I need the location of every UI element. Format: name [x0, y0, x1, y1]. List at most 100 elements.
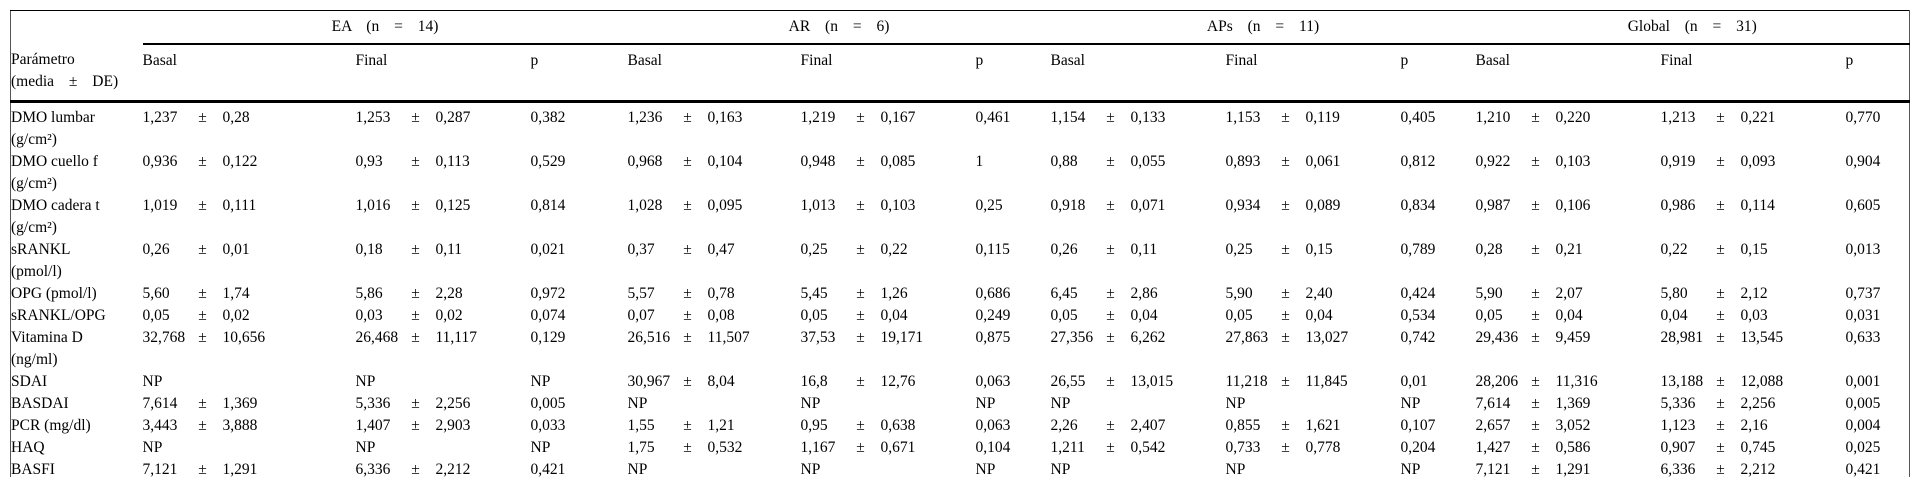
row-param: DMO lumbar (g/cm²) — [11, 102, 143, 152]
cell-final: 16,8 ±12,76 — [800, 373, 916, 390]
cell-final: 0,03 ±0,02 — [355, 307, 463, 324]
cell-basal: NP — [627, 461, 648, 477]
cell-p: 0,013 — [1845, 241, 1881, 258]
cell-final: 0,934 ±0,089 — [1225, 197, 1341, 214]
cell-final: 11,218 ±11,845 — [1225, 373, 1348, 390]
param-name: Vitamina D — [11, 329, 83, 346]
param-header-line2: (media ± DE) — [11, 73, 119, 90]
cell-final: 0,907 ±0,745 — [1660, 439, 1776, 456]
cell-basal: 1,210 ±0,220 — [1475, 109, 1591, 126]
param-name: HAQ — [11, 439, 45, 456]
cell-final: 5,86 ±2,28 — [355, 285, 463, 302]
cell-p: 0,424 — [1400, 285, 1436, 302]
cell-final: 1,016 ±0,125 — [355, 197, 471, 214]
cell-basal: NP — [1050, 395, 1071, 412]
cell-final: 0,93 ±0,113 — [355, 153, 470, 170]
cell-p: 0,770 — [1845, 109, 1881, 126]
param-name: sRANKL/OPG — [11, 307, 106, 324]
table-row: DMO cadera t (g/cm²) 1,019 ±0,111 1,016 ±0,12… — [11, 195, 1910, 239]
cell-p: 0,421 — [1845, 461, 1881, 477]
cell-final: 0,25 ±0,15 — [1225, 241, 1333, 258]
table-body: DMO lumbar (g/cm²) 1,237 ±0,28 1,253 ±0,287 0,… — [11, 102, 1910, 477]
cell-p: 0,789 — [1400, 241, 1436, 258]
cell-p: 0,812 — [1400, 153, 1436, 170]
cell-basal: 6,45 ±2,86 — [1050, 285, 1158, 302]
cell-basal: 30,967 ±8,04 — [627, 373, 735, 390]
group-header-ea: EA (n = 14) — [142, 10, 628, 45]
cell-final: 0,893 ±0,061 — [1225, 153, 1341, 170]
cell-basal: 1,55 ±1,21 — [627, 417, 735, 434]
col-header-p-global: p — [1845, 44, 1910, 103]
cell-final: NP — [1225, 395, 1246, 412]
col-header-p-ar: p — [975, 44, 1051, 103]
cell-final: 0,733 ±0,778 — [1225, 439, 1341, 456]
results-table: EA (n = 14) AR (n = 6) APs (n = 11) Glob… — [10, 10, 1911, 477]
cell-p: 0,461 — [975, 109, 1011, 126]
table-row: sRANKL/OPG 0,05 ±0,02 0,03 ±0,02 0,074 0,07 ±0,… — [11, 305, 1910, 327]
param-unit: (g/cm²) — [11, 219, 57, 236]
cell-p: 0,115 — [975, 241, 1010, 258]
row-param: Vitamina D (ng/ml) — [11, 327, 143, 371]
cell-basal: 1,028 ±0,095 — [627, 197, 743, 214]
cell-final: 27,863 ±13,027 — [1225, 329, 1349, 346]
cell-final: 0,25 ±0,22 — [800, 241, 908, 258]
cell-basal: 7,614 ±1,369 — [142, 395, 258, 412]
cell-p: 0,633 — [1845, 329, 1881, 346]
row-param: OPG (pmol/l) — [11, 283, 143, 305]
row-param: HAQ — [11, 437, 143, 459]
cell-final: 5,336 ±2,256 — [1660, 395, 1776, 412]
col-header-basal-ar: Basal — [627, 44, 801, 103]
cell-p: 0,737 — [1845, 285, 1881, 302]
cell-basal: 0,05 ±0,04 — [1475, 307, 1583, 324]
cell-p: 0,107 — [1400, 417, 1436, 434]
cell-final: NP — [355, 439, 376, 456]
cell-final: 13,188 ±12,088 — [1660, 373, 1784, 390]
table-row: sRANKL (pmol/l) 0,26 ±0,01 0,18 ±0,11 0,021 0,3… — [11, 239, 1910, 283]
param-unit: (g/cm²) — [11, 175, 57, 192]
param-unit: (ng/ml) — [11, 351, 58, 368]
cell-basal: 7,121 ±1,291 — [1475, 461, 1591, 477]
cell-p: 0,204 — [1400, 439, 1436, 456]
cell-final: 1,167 ±0,671 — [800, 439, 916, 456]
param-name: SDAI — [11, 373, 48, 390]
cell-p: 0,104 — [975, 439, 1011, 456]
cell-basal: 0,05 ±0,04 — [1050, 307, 1158, 324]
cell-basal: 5,57 ±0,78 — [627, 285, 735, 302]
param-unit: (pmol/l) — [11, 263, 62, 280]
table-header: EA (n = 14) AR (n = 6) APs (n = 11) Glob… — [10, 10, 1910, 103]
cell-basal: 26,516 ±11,507 — [627, 329, 750, 346]
cell-basal: 5,60 ±1,74 — [142, 285, 250, 302]
row-param: sRANKL (pmol/l) — [11, 239, 143, 283]
cell-basal: 0,968 ±0,104 — [627, 153, 743, 170]
cell-p: 0,063 — [975, 373, 1011, 390]
cell-basal: 0,987 ±0,106 — [1475, 197, 1591, 214]
table-row: HAQ NP NP NP 1,75 ±0,532 1,167 ±0,671 0,104 1,211… — [11, 437, 1910, 459]
cell-p: 0,875 — [975, 329, 1011, 346]
cell-basal: 1,427 ±0,586 — [1475, 439, 1591, 456]
param-unit: (g/cm²) — [11, 131, 57, 148]
cell-final: NP — [800, 395, 821, 412]
col-header-basal-ea: Basal — [142, 44, 356, 103]
cell-p: 1 — [975, 153, 984, 170]
cell-p: 0,972 — [530, 285, 566, 302]
cell-basal: 0,918 ±0,071 — [1050, 197, 1166, 214]
cell-p: 0,001 — [1845, 373, 1881, 390]
cell-p: 0,686 — [975, 285, 1011, 302]
cell-final: 37,53 ±19,171 — [800, 329, 924, 346]
cell-basal: 0,05 ±0,02 — [142, 307, 250, 324]
cell-basal: 1,019 ±0,111 — [142, 197, 257, 214]
cell-p: 0,031 — [1845, 307, 1881, 324]
cell-final: NP — [355, 373, 376, 390]
cell-basal: 2,26 ±2,407 — [1050, 417, 1166, 434]
cell-basal: NP — [1050, 461, 1071, 477]
cell-basal: 32,768 ±10,656 — [142, 329, 266, 346]
cell-basal: 1,154 ±0,133 — [1050, 109, 1166, 126]
cell-p: NP — [530, 373, 551, 390]
cell-final: 28,981 ±13,545 — [1660, 329, 1784, 346]
cell-final: 0,986 ±0,114 — [1660, 197, 1775, 214]
col-header-final-ar: Final — [800, 44, 976, 103]
cell-final: 26,468 ±11,117 — [355, 329, 477, 346]
cell-final: 0,18 ±0,11 — [355, 241, 463, 258]
